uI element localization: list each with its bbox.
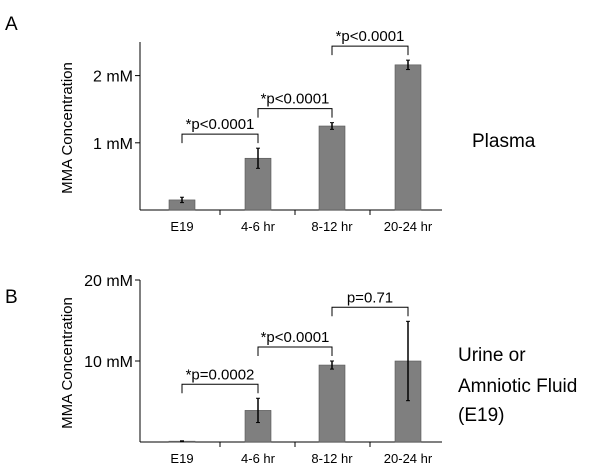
significance-bracket [257, 346, 333, 356]
x-tick-label: 20-24 hr [384, 219, 433, 234]
significance-label: p=0.71 [347, 289, 393, 306]
x-tick-label: E19 [170, 219, 193, 234]
x-tick-label: 4-6 hr [241, 451, 276, 466]
significance-bracket [181, 383, 259, 394]
sample-label: (E19) [458, 405, 504, 426]
significance-label: *p=0.0002 [186, 366, 255, 383]
x-tick-label: E19 [170, 451, 193, 466]
bar [318, 364, 346, 443]
significance-bracket [331, 306, 409, 317]
panel-label: A [5, 14, 18, 35]
x-tick-label: 8-12 hr [311, 219, 353, 234]
significance-label: *p<0.0001 [336, 28, 405, 45]
x-tick-label: 4-6 hr [241, 219, 276, 234]
y-tick-label: 10 mM [84, 354, 133, 371]
x-tick-label: 8-12 hr [311, 451, 353, 466]
sample-label: Amniotic Fluid [458, 376, 577, 397]
panel-label: B [5, 287, 18, 308]
y-axis-title: MMA Concentration [59, 297, 76, 429]
x-tick-label: 20-24 hr [384, 451, 433, 466]
significance-bracket [181, 133, 259, 144]
y-tick-label: 2 mM [93, 69, 133, 86]
sample-label: Urine or [458, 345, 526, 366]
bar [394, 64, 422, 211]
y-axis-title: MMA Concentration [59, 62, 76, 194]
bar [318, 125, 346, 211]
y-tick-label: 1 mM [93, 136, 133, 153]
significance-label: *p<0.0001 [261, 329, 330, 346]
significance-label: *p<0.0001 [186, 116, 255, 133]
y-tick-label: 20 mM [84, 273, 133, 290]
sample-label: Plasma [472, 131, 536, 152]
significance-bracket [331, 45, 409, 56]
significance-label: *p<0.0001 [261, 91, 330, 108]
significance-bracket [257, 108, 333, 118]
